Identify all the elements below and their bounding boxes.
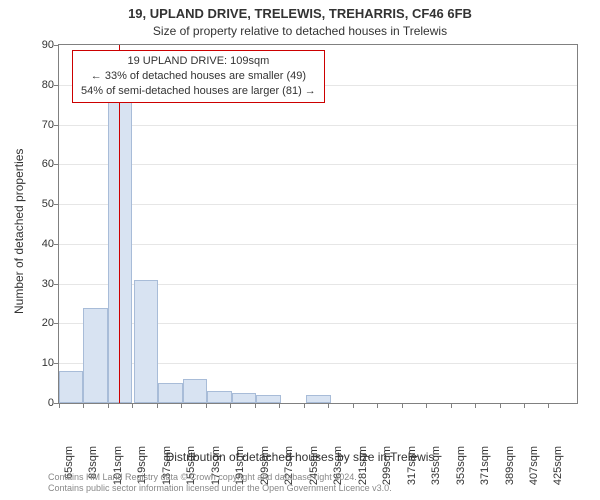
gridline xyxy=(59,244,577,245)
annotation-line-1: 19 UPLAND DRIVE: 109sqm xyxy=(81,54,316,69)
x-tick-mark xyxy=(181,404,182,408)
gridline xyxy=(59,204,577,205)
chart-container: 19, UPLAND DRIVE, TRELEWIS, TREHARRIS, C… xyxy=(0,0,600,500)
histogram-bar xyxy=(207,391,231,403)
x-tick-mark xyxy=(59,404,60,408)
x-tick-mark xyxy=(377,404,378,408)
histogram-bar xyxy=(108,97,132,403)
y-tick-label: 80 xyxy=(24,79,54,91)
x-tick-mark xyxy=(255,404,256,408)
y-tick-label: 20 xyxy=(24,317,54,329)
x-tick-mark xyxy=(83,404,84,408)
chart-title: 19, UPLAND DRIVE, TRELEWIS, TREHARRIS, C… xyxy=(0,6,600,21)
x-tick-mark xyxy=(279,404,280,408)
x-tick-mark xyxy=(426,404,427,408)
annotation-line-3: 54% of semi-detached houses are larger (… xyxy=(81,84,316,99)
histogram-bar xyxy=(183,379,207,403)
histogram-bar xyxy=(158,383,182,403)
x-tick-mark xyxy=(451,404,452,408)
histogram-bar xyxy=(256,395,280,403)
x-tick-mark xyxy=(353,404,354,408)
histogram-bar xyxy=(83,308,107,403)
x-tick-mark xyxy=(304,404,305,408)
y-tick-label: 10 xyxy=(24,357,54,369)
x-tick-mark xyxy=(475,404,476,408)
histogram-bar xyxy=(306,395,330,403)
x-tick-mark xyxy=(132,404,133,408)
attribution-line-2: Contains public sector information licen… xyxy=(48,483,392,494)
annotation-line-2: ← 33% of detached houses are smaller (49… xyxy=(81,69,316,84)
x-tick-mark xyxy=(524,404,525,408)
y-tick-label: 90 xyxy=(24,39,54,51)
attribution: Contains HM Land Registry data © Crown c… xyxy=(48,472,392,494)
x-tick-mark xyxy=(157,404,158,408)
y-tick-label: 0 xyxy=(24,397,54,409)
y-tick-label: 40 xyxy=(24,238,54,250)
x-tick-mark xyxy=(230,404,231,408)
gridline xyxy=(59,125,577,126)
x-tick-mark xyxy=(402,404,403,408)
x-tick-mark xyxy=(206,404,207,408)
histogram-bar xyxy=(59,371,83,403)
y-tick-label: 50 xyxy=(24,198,54,210)
gridline xyxy=(59,164,577,165)
x-tick-mark xyxy=(108,404,109,408)
attribution-line-1: Contains HM Land Registry data © Crown c… xyxy=(48,472,392,483)
y-tick-label: 30 xyxy=(24,278,54,290)
chart-subtitle: Size of property relative to detached ho… xyxy=(0,24,600,38)
x-tick-mark xyxy=(548,404,549,408)
histogram-bar xyxy=(134,280,158,403)
y-tick-label: 70 xyxy=(24,119,54,131)
x-tick-mark xyxy=(500,404,501,408)
x-tick-mark xyxy=(328,404,329,408)
y-tick-label: 60 xyxy=(24,158,54,170)
x-axis-title: Distribution of detached houses by size … xyxy=(0,450,600,464)
histogram-bar xyxy=(232,393,256,403)
annotation-box: 19 UPLAND DRIVE: 109sqm ← 33% of detache… xyxy=(72,50,325,103)
